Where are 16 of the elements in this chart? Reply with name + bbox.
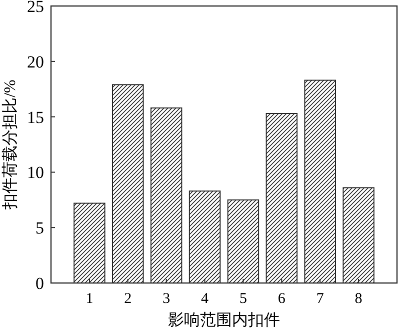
- y-tick-label: 10: [27, 163, 44, 182]
- x-tick-label: 8: [354, 291, 362, 307]
- y-tick-label: 5: [36, 218, 44, 238]
- x-tick-label: 7: [316, 291, 324, 307]
- y-tick-label: 15: [27, 108, 44, 127]
- x-tick-label: 1: [86, 291, 94, 307]
- x-tick-label: 2: [124, 291, 132, 307]
- y-axis-title: 扣件荷载分担比/%: [1, 80, 19, 210]
- x-tick-label: 6: [278, 291, 286, 307]
- y-tick-label: 0: [36, 274, 44, 293]
- x-tick-label: 3: [162, 291, 170, 307]
- y-tick-label: 25: [27, 0, 44, 16]
- x-tick-label: 5: [239, 291, 247, 307]
- y-tick-label: 20: [27, 52, 44, 72]
- x-tick-label: 4: [201, 291, 210, 307]
- x-axis-title: 影响范围内扣件: [168, 311, 280, 329]
